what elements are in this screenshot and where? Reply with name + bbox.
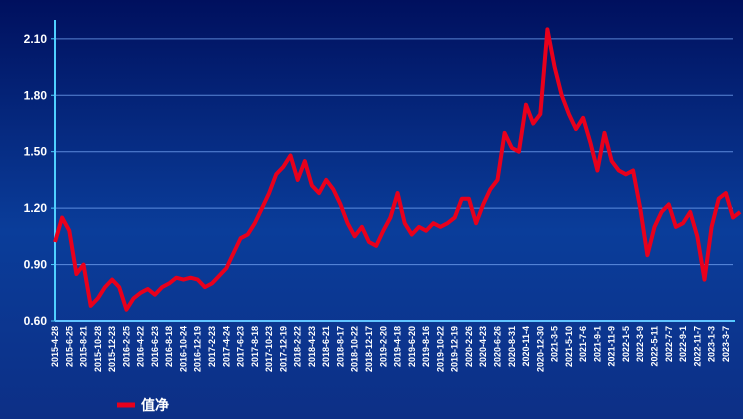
y-tick-label: 0.90 [24, 258, 48, 272]
x-tick-label: 2016-6-23 [150, 326, 160, 367]
x-tick-label: 2019-10-22 [435, 326, 445, 372]
y-tick-label: 2.10 [24, 32, 48, 46]
x-tick-label: 2021-7-6 [578, 326, 588, 362]
x-tick-label: 2021-5-10 [564, 326, 574, 367]
x-tick-label: 2020-2-26 [464, 326, 474, 367]
x-tick-label: 2020-4-23 [478, 326, 488, 367]
x-tick-label: 2016-8-18 [164, 326, 174, 367]
x-tick-label: 2016-12-19 [193, 326, 203, 372]
x-tick-label: 2022-11-7 [692, 326, 702, 367]
x-tick-label: 2020-11-4 [521, 326, 531, 367]
y-tick-label: 0.60 [24, 314, 48, 328]
x-tick-label: 2018-2-22 [293, 326, 303, 367]
x-tick-label: 2022-9-1 [678, 326, 688, 362]
x-tick-label: 2023-3-7 [721, 326, 731, 362]
x-tick-label: 2020-6-26 [492, 326, 502, 367]
x-tick-label: 2018-8-17 [335, 326, 345, 367]
x-tick-label: 2017-8-18 [250, 326, 260, 367]
x-tick-label: 2021-11-9 [607, 326, 617, 367]
y-tick-label: 1.20 [24, 201, 48, 215]
x-tick-label: 2020-8-31 [507, 326, 517, 367]
x-tick-label: 2019-4-18 [393, 326, 403, 367]
x-tick-label: 2015-4-28 [50, 326, 60, 367]
x-tick-label: 2017-6-23 [236, 326, 246, 367]
x-tick-label: 2016-10-24 [178, 326, 188, 372]
x-tick-label: 2016-2-25 [121, 326, 131, 367]
legend-label: 值净 [141, 397, 169, 413]
x-tick-label: 2019-2-20 [378, 326, 388, 367]
x-tick-label: 2017-2-23 [207, 326, 217, 367]
x-tick-label: 2015-10-28 [93, 326, 103, 372]
x-tick-label: 2018-10-22 [350, 326, 360, 372]
x-tick-label: 2015-8-21 [79, 326, 89, 367]
x-tick-label: 2022-7-7 [664, 326, 674, 362]
x-tick-label: 2018-6-21 [321, 326, 331, 367]
x-tick-label: 2019-8-16 [421, 326, 431, 367]
x-tick-label: 2019-12-19 [450, 326, 460, 372]
x-tick-label: 2019-6-20 [407, 326, 417, 367]
x-tick-label: 2015-6-25 [64, 326, 74, 367]
x-tick-label: 2018-12-17 [364, 326, 374, 372]
x-tick-label: 2022-3-9 [635, 326, 645, 362]
x-tick-label: 2021-3-5 [550, 326, 560, 362]
x-tick-label: 2015-12-23 [107, 326, 117, 372]
x-tick-label: 2017-12-19 [278, 326, 288, 372]
x-tick-label: 2022-5-11 [649, 326, 659, 367]
x-tick-label: 2023-1-3 [707, 326, 717, 362]
x-tick-label: 2016-4-22 [136, 326, 146, 367]
x-tick-label: 2017-4-24 [221, 326, 231, 367]
y-tick-label: 1.80 [24, 88, 48, 102]
x-tick-label: 2017-10-23 [264, 326, 274, 372]
y-tick-label: 1.50 [24, 145, 48, 159]
x-tick-label: 2022-1-5 [621, 326, 631, 362]
x-tick-label: 2021-9-1 [592, 326, 602, 362]
data-line [53, 27, 742, 312]
x-tick-label: 2020-12-30 [535, 326, 545, 372]
x-tick-label: 2018-4-23 [307, 326, 317, 367]
